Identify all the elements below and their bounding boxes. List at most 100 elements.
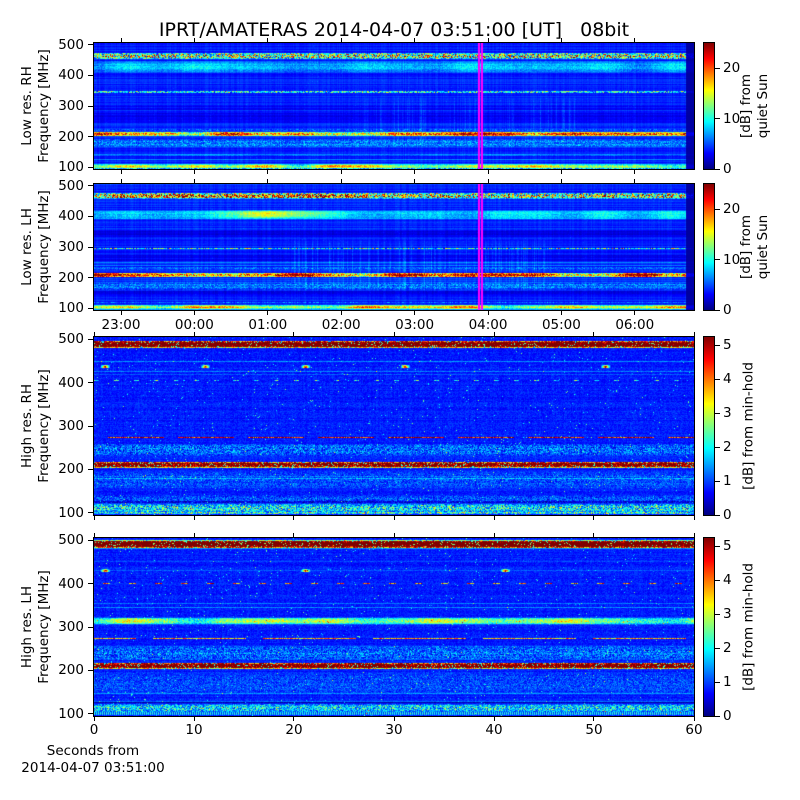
y-tick-mark: [88, 136, 94, 138]
x-tick-mark: [414, 38, 416, 43]
x-tick-mark: [593, 716, 595, 721]
panel-high-res-rh: [93, 336, 695, 516]
time-tick-label: 23:00: [101, 317, 141, 333]
seconds-tick-label: 20: [285, 722, 303, 738]
plot-title: IPRT/AMATERAS 2014-04-07 03:51:00 [UT] 0…: [158, 19, 630, 41]
y-tick-mark: [88, 74, 94, 76]
x-tick-mark: [487, 310, 489, 315]
x-tick-mark: [193, 310, 195, 315]
x-tick-mark: [693, 716, 695, 721]
y-tick-label: 300: [58, 418, 84, 434]
y-tick-label: 500: [58, 36, 84, 53]
y-tick-label: 100: [58, 159, 84, 176]
x-tick-mark: [193, 179, 195, 184]
y-tick-label: 300: [58, 239, 84, 255]
seconds-tick-label: 30: [385, 722, 403, 738]
colorbar-tick-mark: [715, 514, 720, 516]
colorbar-tick-mark: [715, 480, 720, 482]
x-tick-mark: [693, 533, 695, 538]
y-tick-label: 300: [58, 98, 84, 114]
x-tick-mark: [593, 332, 595, 337]
colorbar-tick-mark: [715, 545, 720, 547]
x-tick-mark: [293, 515, 295, 520]
y-tick-mark: [88, 425, 94, 427]
x-tick-mark: [267, 179, 269, 184]
y-tick-mark: [88, 468, 94, 470]
colorbar-tick-label: 20: [723, 201, 741, 218]
ylabel-line1: Low res. RH: [19, 66, 35, 146]
x-tick-mark: [393, 332, 395, 337]
colorbar-tick-mark: [715, 579, 720, 581]
colorbar-low-res-lh: [703, 183, 715, 311]
xlabel-seconds-from: Seconds from 2014-04-07 03:51:00: [8, 743, 178, 777]
y-tick-label: 200: [58, 461, 84, 478]
colorbar-low-res-rh: [703, 42, 715, 170]
x-tick-mark: [93, 716, 95, 721]
y-tick-mark: [88, 512, 94, 514]
time-tick-label: 05:00: [541, 317, 581, 333]
colorbar-high-res-rh: [703, 336, 715, 516]
x-tick-mark: [93, 533, 95, 538]
y-tick-mark: [88, 539, 94, 541]
x-tick-mark: [120, 179, 122, 184]
colorbar-tick-mark: [715, 613, 720, 615]
colorbar-tick-label: 10: [723, 251, 741, 268]
x-tick-mark: [120, 38, 122, 43]
y-tick-label: 400: [58, 374, 84, 391]
y-tick-label: 400: [58, 67, 84, 84]
seconds-tick-label: 40: [485, 722, 503, 738]
colorbar-tick-label: 5: [723, 538, 732, 555]
colorbar-label-line2: quiet Sun: [755, 73, 771, 139]
colorbar-label-low-res-lh: [dB] from quiet Sun: [738, 215, 772, 279]
y-tick-label: 200: [58, 662, 84, 679]
x-tick-mark: [393, 716, 395, 721]
spectrogram-canvas-low-res-rh: [94, 43, 694, 169]
colorbar-tick-mark: [715, 67, 720, 69]
y-tick-mark: [88, 626, 94, 628]
y-tick-mark: [88, 713, 94, 715]
colorbar-tick-label: 0: [723, 507, 732, 523]
x-tick-mark: [393, 533, 395, 538]
colorbar-tick-label: 1: [723, 674, 732, 691]
y-tick-label: 200: [58, 128, 84, 145]
colorbar-label-line2: quiet Sun: [755, 214, 771, 280]
x-tick-mark: [193, 716, 195, 721]
x-tick-mark: [693, 332, 695, 337]
y-tick-mark: [88, 669, 94, 671]
x-tick-mark: [267, 38, 269, 43]
y-tick-label: 300: [58, 619, 84, 635]
x-tick-mark: [267, 169, 269, 174]
x-tick-mark: [193, 38, 195, 43]
time-tick-label: 04:00: [468, 317, 508, 333]
x-tick-mark: [487, 179, 489, 184]
x-tick-mark: [487, 169, 489, 174]
colorbar-tick-mark: [715, 344, 720, 346]
seconds-tick-label: 50: [585, 722, 603, 738]
x-tick-mark: [560, 169, 562, 174]
x-tick-mark: [487, 38, 489, 43]
y-tick-label: 500: [58, 331, 84, 348]
y-tick-label: 500: [58, 177, 84, 194]
colorbar-tick-label: 4: [723, 572, 732, 589]
x-tick-mark: [493, 515, 495, 520]
colorbar-tick-mark: [715, 647, 720, 649]
colorbar-tick-label: 0: [723, 161, 732, 177]
y-tick-mark: [88, 307, 94, 309]
colorbar-label-low-res-rh: [dB] from quiet Sun: [738, 74, 772, 138]
colorbar-tick-label: 4: [723, 371, 732, 388]
x-tick-mark: [120, 310, 122, 315]
colorbar-tick-label: 20: [723, 60, 741, 77]
x-tick-mark: [634, 169, 636, 174]
x-tick-mark: [193, 533, 195, 538]
ylabel-line1: High res. RH: [19, 383, 35, 469]
x-tick-mark: [340, 310, 342, 315]
panel-high-res-lh: [93, 537, 695, 717]
x-tick-mark: [393, 515, 395, 520]
x-tick-mark: [634, 179, 636, 184]
x-tick-mark: [340, 38, 342, 43]
x-tick-mark: [634, 310, 636, 315]
colorbar-tick-label: 2: [723, 640, 732, 657]
x-tick-mark: [293, 533, 295, 538]
y-tick-label: 400: [58, 208, 84, 225]
